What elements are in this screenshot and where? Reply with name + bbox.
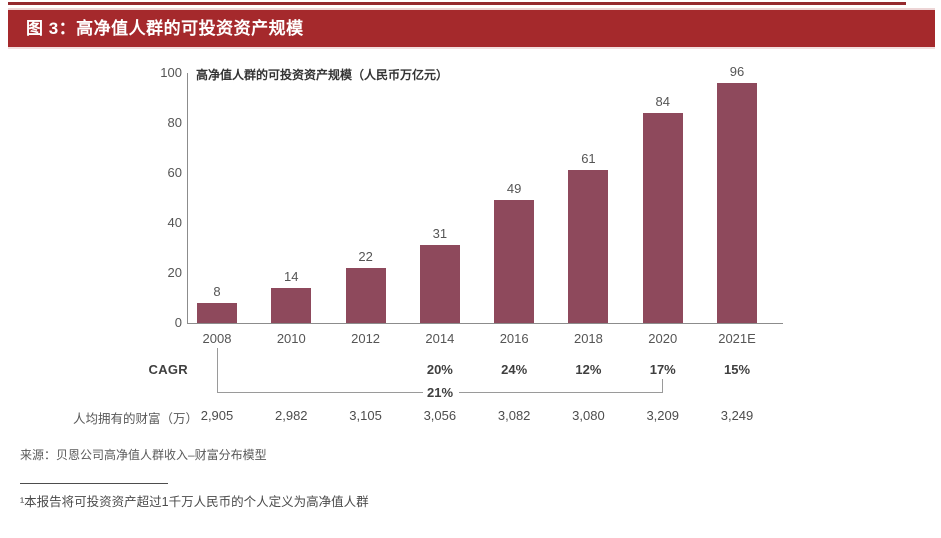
y-axis-tick-label: 0 (174, 315, 182, 330)
cagr-value: 24% (501, 362, 528, 377)
x-axis-label: 2018 (573, 331, 603, 346)
bar-value-label: 84 (655, 94, 670, 109)
bar-2020 (642, 113, 683, 323)
bar-2016 (494, 200, 535, 323)
bar-2021E (717, 83, 758, 323)
x-axis-label: 2021E (718, 331, 756, 346)
bar-value-label: 8 (213, 284, 221, 299)
x-axis-label: 2016 (499, 331, 529, 346)
wealth-value: 3,105 (349, 408, 382, 423)
bar-2010 (271, 288, 312, 323)
bar-2018 (568, 170, 609, 323)
x-axis-label: 2010 (276, 331, 306, 346)
footnote: ¹本报告将可投资资产超过1千万人民币的个人定义为高净值人群 (20, 495, 369, 509)
y-axis-tick-label: 20 (167, 265, 182, 280)
x-axis-label: 2012 (351, 331, 381, 346)
cagr-value: 20% (426, 362, 453, 377)
bar-value-label: 22 (358, 249, 373, 264)
y-axis-tick-label: 60 (167, 165, 182, 180)
wealth-value: 2,905 (200, 408, 234, 423)
y-axis-tick-label: 100 (160, 65, 182, 80)
x-axis-label: 2008 (202, 331, 232, 346)
chart-title: 高净值人群的可投资资产规模（人民币万亿元） (196, 68, 449, 82)
source-line: 来源：贝恩公司高净值人群收入–财富分布模型 (20, 448, 267, 462)
footnote-rule (20, 483, 168, 484)
cagr-value: 12% (575, 362, 602, 377)
wealth-value: 3,056 (423, 408, 457, 423)
y-axis-line (187, 73, 188, 323)
wealth-value: 2,982 (275, 408, 308, 423)
wealth-value: 3,249 (720, 408, 754, 423)
bar-2008 (197, 303, 237, 323)
y-axis-tick-label: 40 (167, 215, 182, 230)
y-axis-tick-label: 80 (167, 115, 182, 130)
bar-value-label: 96 (729, 64, 745, 79)
cagr-bracket-left-vertical (217, 348, 218, 392)
figure-title: 图 3：高净值人群的可投资资产规模 (26, 19, 304, 38)
cagr-value: 17% (649, 362, 676, 377)
x-axis-label: 2020 (648, 331, 678, 346)
wealth-value: 3,080 (572, 408, 605, 423)
x-axis-line (187, 323, 783, 324)
x-axis-label: 2014 (425, 331, 455, 346)
cagr-row-label: CAGR (148, 362, 188, 377)
wealth-row-label: 人均拥有的财富（万） (73, 412, 199, 426)
top-rule (8, 2, 906, 5)
bar-2012 (345, 268, 386, 323)
bar-value-label: 31 (432, 226, 448, 241)
bar-value-label: 61 (581, 151, 596, 166)
bar-value-label: 49 (506, 181, 522, 196)
bar-2014 (419, 245, 460, 323)
bar-value-label: 14 (284, 269, 299, 284)
cagr-bracket-left-horizontal (217, 392, 423, 393)
wealth-value: 3,082 (497, 408, 531, 423)
wealth-value: 3,209 (646, 408, 679, 423)
cagr-bracket-label: 21% (426, 385, 454, 400)
cagr-bracket-right-horizontal (459, 392, 663, 393)
cagr-bracket-right-vertical (662, 379, 663, 392)
figure-header: 图 3：高净值人群的可投资资产规模 (8, 8, 935, 49)
cagr-value: 15% (724, 362, 751, 377)
